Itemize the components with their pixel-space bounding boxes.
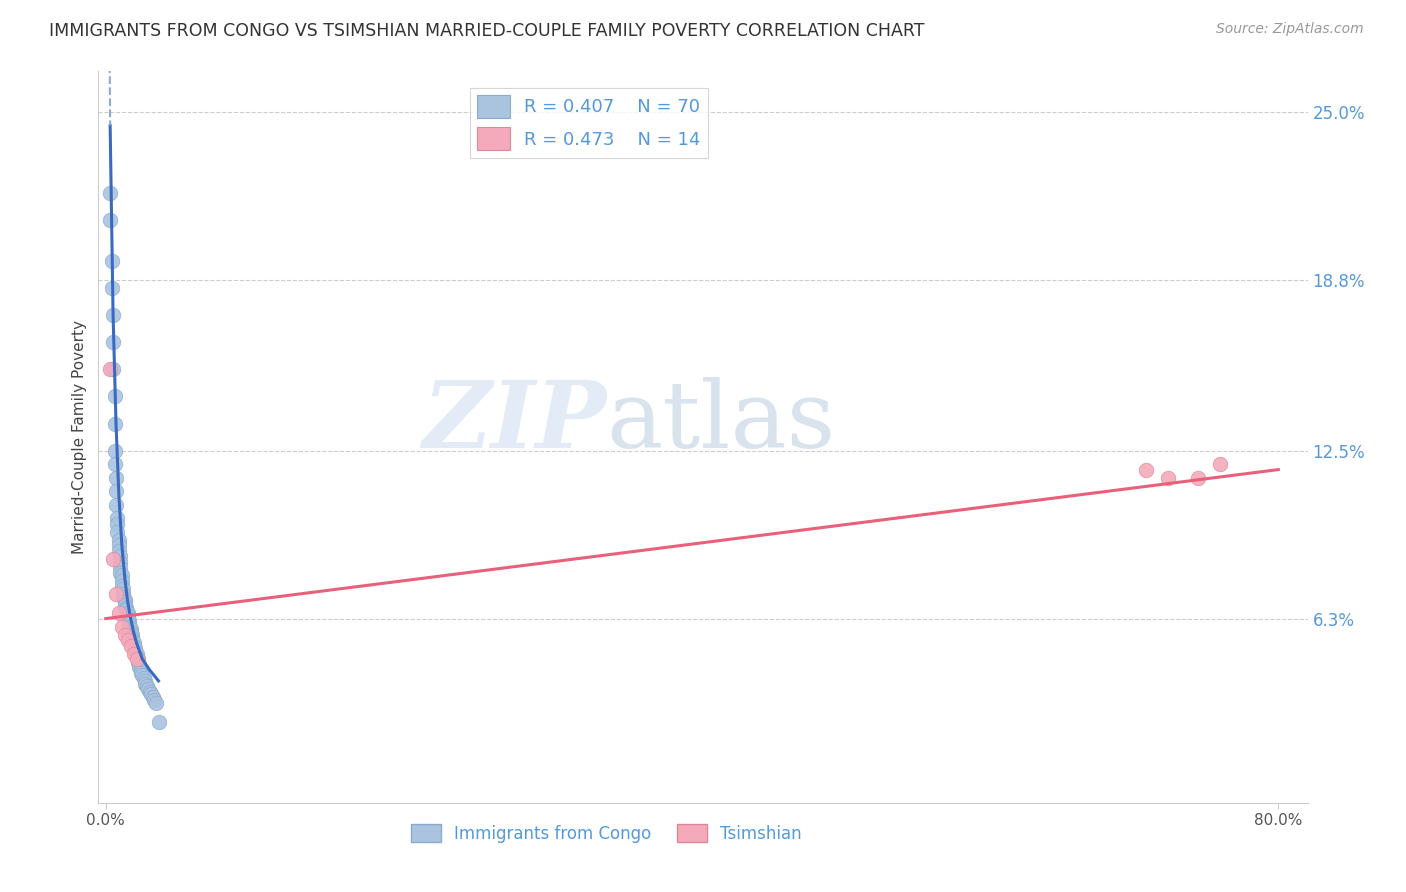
Point — [127, 652, 149, 666]
Point — [134, 673, 156, 688]
Point — [127, 655, 149, 669]
Point — [110, 566, 132, 580]
Point — [107, 516, 129, 531]
Point — [112, 590, 135, 604]
Point — [125, 649, 148, 664]
Point — [129, 665, 152, 680]
Point — [117, 633, 139, 648]
Point — [108, 533, 131, 547]
Point — [128, 660, 150, 674]
Point — [129, 663, 152, 677]
Point — [101, 362, 124, 376]
Point — [128, 657, 150, 672]
Point — [120, 625, 142, 640]
Point — [125, 652, 148, 666]
Point — [135, 679, 157, 693]
Point — [115, 600, 138, 615]
Point — [1135, 462, 1157, 476]
Point — [114, 628, 136, 642]
Point — [117, 611, 139, 625]
Point — [142, 690, 165, 705]
Point — [115, 603, 138, 617]
Point — [134, 676, 156, 690]
Text: IMMIGRANTS FROM CONGO VS TSIMSHIAN MARRIED-COUPLE FAMILY POVERTY CORRELATION CHA: IMMIGRANTS FROM CONGO VS TSIMSHIAN MARRI… — [49, 22, 925, 40]
Point — [138, 684, 160, 698]
Point — [136, 681, 159, 696]
Point — [98, 186, 121, 201]
Point — [112, 582, 135, 596]
Point — [100, 254, 122, 268]
Point — [108, 538, 131, 552]
Point — [105, 498, 128, 512]
Point — [122, 647, 145, 661]
Point — [120, 623, 142, 637]
Point — [1208, 457, 1230, 471]
Point — [105, 587, 128, 601]
Point — [131, 668, 153, 682]
Text: atlas: atlas — [606, 377, 835, 467]
Point — [132, 671, 155, 685]
Point — [145, 696, 167, 710]
Point — [124, 641, 146, 656]
Point — [121, 633, 143, 648]
Point — [111, 568, 134, 582]
Point — [110, 555, 132, 569]
Point — [118, 620, 141, 634]
Point — [103, 443, 125, 458]
Point — [120, 639, 142, 653]
Point — [112, 587, 135, 601]
Point — [141, 688, 163, 702]
Point — [103, 417, 125, 431]
Point — [101, 335, 124, 350]
Point — [114, 598, 136, 612]
Point — [118, 615, 141, 629]
Point — [101, 308, 124, 322]
Point — [124, 644, 146, 658]
Point — [108, 606, 131, 620]
Point — [117, 606, 139, 620]
Point — [117, 608, 139, 623]
Point — [114, 595, 136, 609]
Point — [98, 213, 121, 227]
Point — [107, 524, 129, 539]
Point — [103, 389, 125, 403]
Point — [110, 549, 132, 564]
Point — [118, 617, 141, 632]
Point — [111, 620, 134, 634]
Point — [121, 631, 143, 645]
Point — [111, 579, 134, 593]
Text: Source: ZipAtlas.com: Source: ZipAtlas.com — [1216, 22, 1364, 37]
Point — [148, 714, 170, 729]
Point — [107, 511, 129, 525]
Point — [1187, 471, 1209, 485]
Point — [110, 560, 132, 574]
Point — [100, 281, 122, 295]
Point — [103, 457, 125, 471]
Legend: Immigrants from Congo, Tsimshian: Immigrants from Congo, Tsimshian — [405, 818, 808, 849]
Point — [125, 647, 148, 661]
Point — [108, 544, 131, 558]
Point — [111, 574, 134, 588]
Point — [101, 552, 124, 566]
Point — [122, 639, 145, 653]
Point — [122, 636, 145, 650]
Point — [1157, 471, 1180, 485]
Point — [105, 484, 128, 499]
Point — [121, 628, 143, 642]
Point — [98, 362, 121, 376]
Text: ZIP: ZIP — [422, 377, 606, 467]
Point — [143, 693, 166, 707]
Y-axis label: Married-Couple Family Poverty: Married-Couple Family Poverty — [72, 320, 87, 554]
Point — [105, 471, 128, 485]
Point — [114, 592, 136, 607]
